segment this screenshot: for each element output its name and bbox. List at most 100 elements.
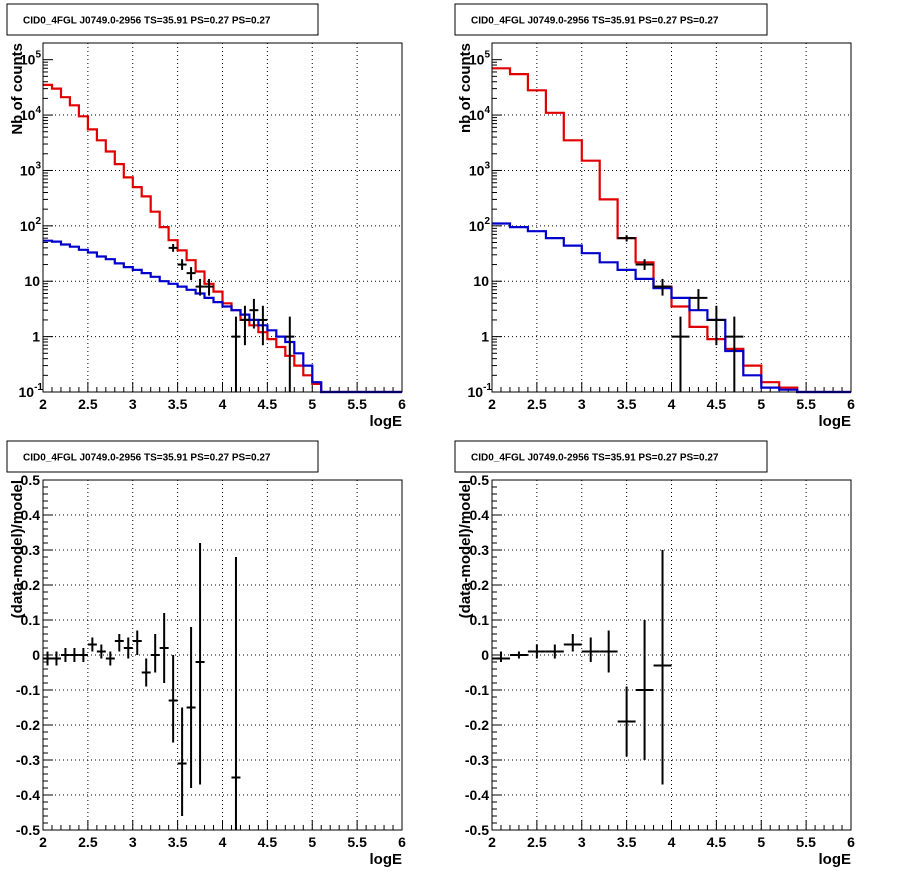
y-tick-label: 0: [32, 647, 40, 663]
y-axis-title: nb of counts: [457, 43, 474, 133]
x-tick-label: 4.5: [707, 396, 727, 412]
x-tick-label: 5.5: [796, 396, 816, 412]
data-point: [204, 278, 214, 296]
x-tick-label: 3: [578, 396, 586, 412]
x-tick-label: 5: [757, 834, 765, 850]
x-tick-label: 6: [847, 396, 855, 412]
x-axis-title: logE: [370, 851, 403, 868]
data-point: [240, 305, 250, 346]
y-tick-label: 10-1: [19, 382, 44, 400]
x-tick-label: 2.5: [78, 396, 98, 412]
data-point: [96, 644, 106, 659]
data-point: [707, 305, 726, 346]
y-tick-label: -0.2: [16, 717, 40, 733]
y-tick-label: -0.1: [465, 682, 489, 698]
chart-title: CID0_4FGL J0749.0-2956 TS=35.91 PS=0.27 …: [23, 453, 271, 464]
x-tick-label: 3.5: [617, 396, 637, 412]
data-point: [43, 651, 52, 666]
x-tick-label: 4: [668, 396, 676, 412]
data-point: [105, 651, 115, 666]
pad-top-right-counts: CID0_4FGL J0749.0-2956 TS=35.91 PS=0.27 …: [454, 3, 855, 430]
y-tick-label: 0: [481, 647, 489, 663]
y-tick-label: 103: [20, 160, 42, 178]
y-tick-label: 0.5: [470, 472, 490, 488]
y-tick-label: 0.2: [470, 577, 490, 593]
x-tick-label: 5: [308, 396, 316, 412]
data-point: [231, 557, 241, 830]
chart-title: CID0_4FGL J0749.0-2956 TS=35.91 PS=0.27 …: [471, 453, 719, 464]
x-tick-label: 3: [129, 396, 137, 412]
data-point: [231, 316, 241, 392]
title-box: [6, 3, 319, 36]
x-tick-label: 2.5: [78, 834, 98, 850]
y-tick-label: -0.5: [465, 822, 489, 838]
y-tick-label: 102: [20, 216, 42, 234]
data-point: [186, 627, 196, 788]
data-point: [177, 259, 187, 270]
x-tick-label: 2: [488, 834, 496, 850]
data-point: [87, 637, 97, 652]
plot-frame: [42, 479, 403, 831]
plot-area: [492, 43, 851, 392]
x-tick-label: 4.5: [707, 834, 727, 850]
data-point: [150, 634, 160, 673]
data-point: [168, 243, 178, 252]
x-tick-label: 2.5: [527, 834, 547, 850]
x-axis-title: logE: [819, 413, 852, 430]
y-tick-label: -0.4: [465, 787, 489, 803]
data-point: [635, 620, 654, 760]
data-point: [581, 637, 600, 662]
x-tick-label: 3: [129, 834, 137, 850]
title-box: [6, 440, 319, 473]
data-point: [60, 648, 70, 662]
y-tick-label: 103: [469, 160, 491, 178]
plot-frame: [491, 479, 852, 831]
data-point: [141, 658, 151, 687]
data-point: [258, 305, 268, 346]
y-tick-label: 10: [473, 273, 489, 289]
y-tick-label: 10: [24, 273, 40, 289]
y-axis-title: Nb of counts: [9, 43, 26, 135]
y-tick-label: 105: [469, 50, 491, 68]
plot-area: [43, 43, 402, 392]
y-tick-label: 0.2: [21, 577, 41, 593]
x-tick-label: 3.5: [617, 834, 637, 850]
chart-title: CID0_4FGL J0749.0-2956 TS=35.91 PS=0.27 …: [23, 16, 271, 27]
x-tick-label: 2: [39, 834, 47, 850]
y-tick-label: -0.3: [16, 752, 40, 768]
data-point: [653, 278, 672, 296]
x-tick-label: 4: [219, 396, 227, 412]
data-point: [492, 651, 510, 662]
x-axis-title: logE: [819, 851, 852, 868]
data-point: [159, 613, 169, 683]
y-tick-label: 0.5: [21, 472, 41, 488]
y-tick-label: 1: [32, 329, 40, 345]
y-tick-label: 104: [20, 105, 42, 123]
y-tick-label: 102: [469, 216, 491, 234]
data-point: [186, 267, 196, 281]
x-tick-label: 3.5: [168, 396, 188, 412]
x-tick-label: 5.5: [347, 396, 367, 412]
data-point: [132, 630, 142, 655]
plot-area: [43, 480, 402, 830]
data-point: [725, 316, 744, 392]
x-axis-title: logE: [370, 413, 403, 430]
y-tick-label: -0.4: [16, 787, 40, 803]
x-tick-label: 5: [308, 834, 316, 850]
y-tick-label: -0.5: [16, 822, 40, 838]
data-point: [249, 298, 259, 329]
model-histogram-blue_model: [43, 239, 402, 394]
plot-area: [492, 480, 851, 830]
x-tick-label: 6: [398, 834, 406, 850]
data-point: [177, 707, 187, 816]
x-tick-label: 4: [668, 834, 676, 850]
data-point: [671, 316, 690, 392]
x-tick-label: 3: [578, 834, 586, 850]
x-tick-label: 4: [219, 834, 227, 850]
x-tick-label: 2: [488, 396, 496, 412]
y-tick-label: 0.3: [21, 542, 41, 558]
pad-top-left-counts: CID0_4FGL J0749.0-2956 TS=35.91 PS=0.27 …: [6, 3, 406, 430]
x-tick-label: 2: [39, 396, 47, 412]
data-point: [285, 316, 295, 392]
